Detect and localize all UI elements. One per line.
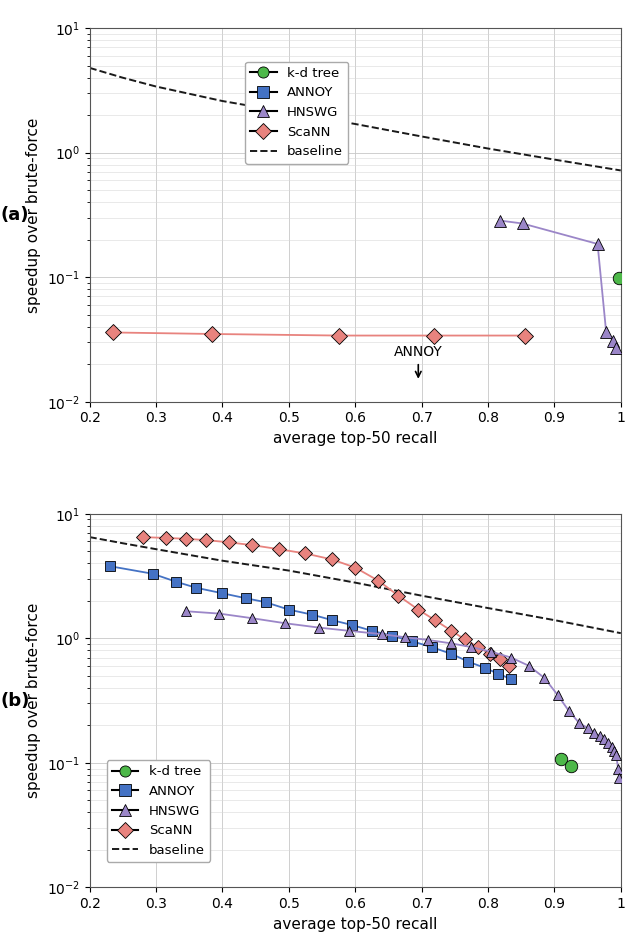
Text: (a): (a) — [1, 206, 29, 223]
X-axis label: average top-50 recall: average top-50 recall — [273, 916, 437, 931]
Y-axis label: speedup over brute-force: speedup over brute-force — [26, 603, 41, 798]
Legend: k-d tree, ANNOY, HNSWG, ScaNN, baseline: k-d tree, ANNOY, HNSWG, ScaNN, baseline — [245, 62, 348, 163]
Legend: k-d tree, ANNOY, HNSWG, ScaNN, baseline: k-d tree, ANNOY, HNSWG, ScaNN, baseline — [107, 761, 211, 862]
Y-axis label: speedup over brute-force: speedup over brute-force — [26, 117, 41, 313]
X-axis label: average top-50 recall: average top-50 recall — [273, 431, 437, 446]
Text: ANNOY: ANNOY — [394, 346, 443, 377]
Text: (b): (b) — [1, 692, 30, 710]
